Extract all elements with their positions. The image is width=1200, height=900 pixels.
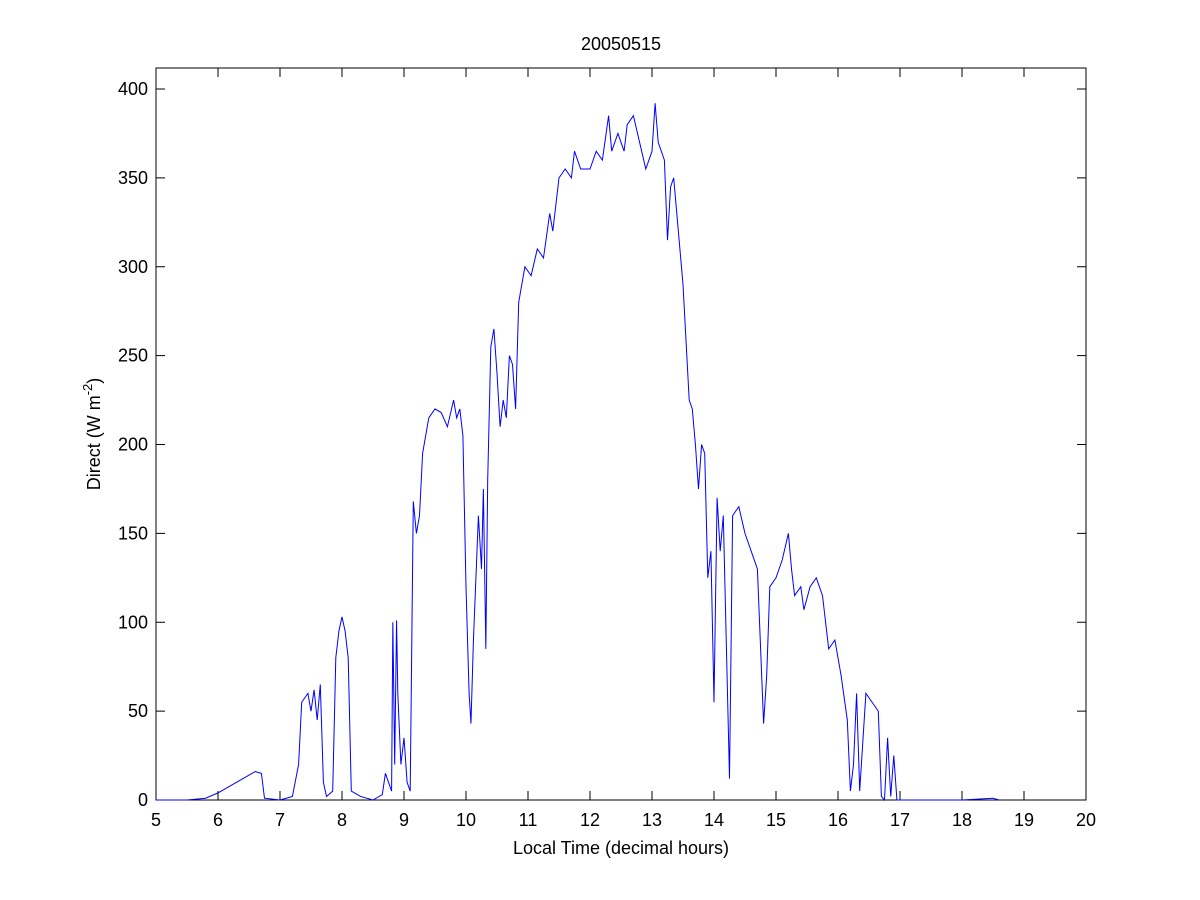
data-line	[156, 103, 1000, 802]
y-tick-label: 100	[118, 612, 148, 632]
y-tick-label: 400	[118, 79, 148, 99]
x-tick-label: 12	[580, 810, 600, 830]
x-tick-label: 14	[704, 810, 724, 830]
x-tick-label: 19	[1014, 810, 1034, 830]
x-tick-label: 11	[519, 810, 538, 830]
x-axis-label: Local Time (decimal hours)	[513, 838, 729, 858]
x-tick-label: 8	[337, 810, 347, 830]
y-tick-label: 250	[118, 346, 148, 366]
y-axis-label-suffix: )	[84, 378, 104, 384]
x-tick-label: 13	[642, 810, 662, 830]
x-tick-label: 6	[213, 810, 223, 830]
chart-title: 20050515	[581, 34, 661, 54]
y-axis-label-text: Direct (W m	[84, 395, 104, 490]
x-tick-label: 5	[151, 810, 161, 830]
x-tick-label: 20	[1076, 810, 1096, 830]
x-tick-label: 17	[890, 810, 910, 830]
x-tick-label: 16	[828, 810, 848, 830]
y-tick-label: 50	[128, 701, 148, 721]
plot-frame	[155, 67, 1087, 801]
x-tick-label: 9	[399, 810, 409, 830]
x-tick-label: 15	[766, 810, 786, 830]
y-tick-label: 300	[118, 257, 148, 277]
x-tick-label: 7	[275, 810, 285, 830]
x-tick-label: 10	[456, 810, 476, 830]
y-tick-label: 350	[118, 168, 148, 188]
y-tick-label: 200	[118, 435, 148, 455]
y-axis-label-superscript: -2	[80, 384, 95, 396]
y-tick-label: 150	[118, 523, 148, 543]
y-axis-label: Direct (W m-2)	[80, 378, 104, 491]
y-tick-label: 0	[138, 790, 148, 810]
x-tick-label: 18	[952, 810, 972, 830]
